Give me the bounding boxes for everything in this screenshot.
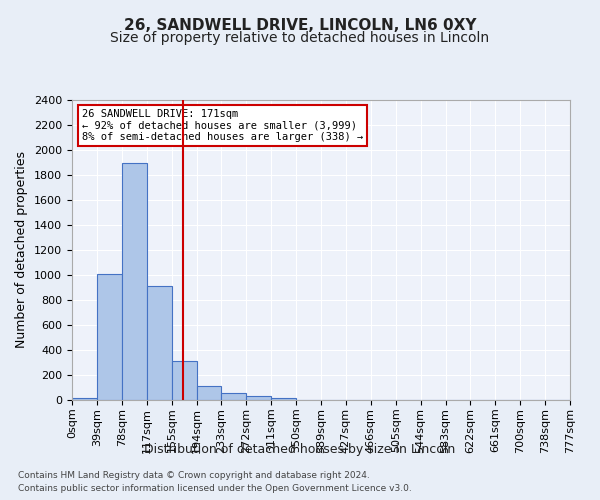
Bar [172, 360, 197, 400]
Text: 26 SANDWELL DRIVE: 171sqm
← 92% of detached houses are smaller (3,999)
8% of sem: 26 SANDWELL DRIVE: 171sqm ← 92% of detac… [82, 109, 363, 142]
Text: Contains HM Land Registry data © Crown copyright and database right 2024.: Contains HM Land Registry data © Crown c… [18, 471, 370, 480]
Bar [122, 162, 147, 400]
Text: 26, SANDWELL DRIVE, LINCOLN, LN6 0XY: 26, SANDWELL DRIVE, LINCOLN, LN6 0XY [124, 18, 476, 32]
Y-axis label: Number of detached properties: Number of detached properties [16, 152, 28, 348]
Text: Contains public sector information licensed under the Open Government Licence v3: Contains public sector information licen… [18, 484, 412, 493]
Bar [97, 274, 122, 400]
Bar [247, 396, 271, 400]
Bar [271, 398, 296, 400]
Text: Size of property relative to detached houses in Lincoln: Size of property relative to detached ho… [110, 31, 490, 45]
Bar [72, 398, 97, 400]
Bar [146, 286, 172, 400]
Bar [221, 393, 247, 400]
Bar [197, 386, 221, 400]
Text: Distribution of detached houses by size in Lincoln: Distribution of detached houses by size … [145, 442, 455, 456]
